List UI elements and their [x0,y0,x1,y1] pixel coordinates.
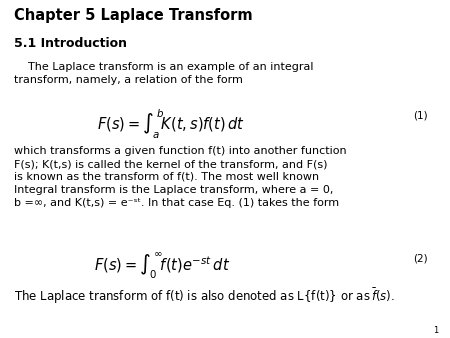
Text: 5.1 Introduction: 5.1 Introduction [14,37,126,49]
Text: Chapter 5 Laplace Transform: Chapter 5 Laplace Transform [14,8,252,23]
Text: $F(s) = \int_{0}^{\,\infty}\! f(t)e^{-st}\,dt$: $F(s) = \int_{0}^{\,\infty}\! f(t)e^{-st… [94,251,230,281]
Text: The Laplace transform of f(t) is also denoted as L{f(t)} or as$\,\bar{f}(s)$.: The Laplace transform of f(t) is also de… [14,287,395,306]
Text: (1): (1) [413,110,428,120]
Text: 1: 1 [433,325,439,335]
Text: $F(s) = \int_{a}^{\,b}\! K(t,s)f(t)\,dt$: $F(s) = \int_{a}^{\,b}\! K(t,s)f(t)\,dt$ [97,107,245,141]
Text: which transforms a given function f(t) into another function
F(s); K(t,s) is cal: which transforms a given function f(t) i… [14,146,346,208]
Text: (2): (2) [413,254,428,264]
Text: The Laplace transform is an example of an integral
transform, namely, a relation: The Laplace transform is an example of a… [14,62,313,85]
